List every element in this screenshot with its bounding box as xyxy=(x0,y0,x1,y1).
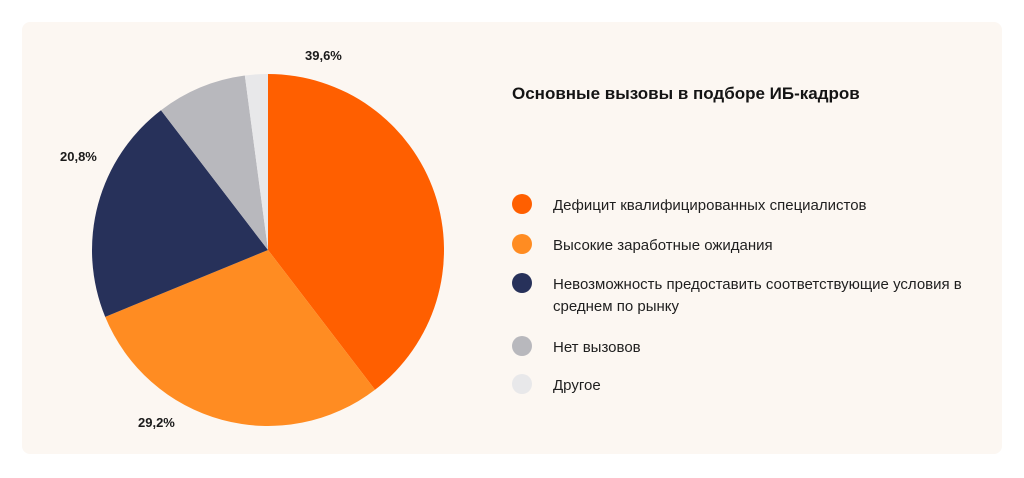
legend-dot-conditions xyxy=(512,273,532,293)
pie-slice-conditions xyxy=(92,110,269,317)
data-label-deficit: 39,6% xyxy=(305,48,342,63)
legend-dot-deficit xyxy=(512,194,532,214)
legend-label-deficit: Дефицит квалифицированных специалистов xyxy=(553,197,867,214)
legend-label-salary: Высокие заработные ожидания xyxy=(553,237,773,254)
pie-slice-other xyxy=(244,74,268,250)
legend-label-conditions: Невозможность предоставить соответствующ… xyxy=(553,276,962,315)
legend-label-no-challenges: Нет вызовов xyxy=(553,339,641,356)
pie-slice-salary xyxy=(105,250,375,426)
chart-title: Основные вызовы в подборе ИБ-кадров xyxy=(512,84,860,103)
legend-label-other: Другое xyxy=(553,377,601,394)
legend-dot-salary xyxy=(512,234,532,254)
pie-slice-no-challenges xyxy=(161,75,268,250)
legend-dot-other xyxy=(512,374,532,394)
data-label-conditions: 20,8% xyxy=(60,149,97,164)
data-label-salary: 29,2% xyxy=(138,415,175,430)
pie-slice-deficit xyxy=(268,74,445,390)
legend-dot-no-challenges xyxy=(512,336,532,356)
